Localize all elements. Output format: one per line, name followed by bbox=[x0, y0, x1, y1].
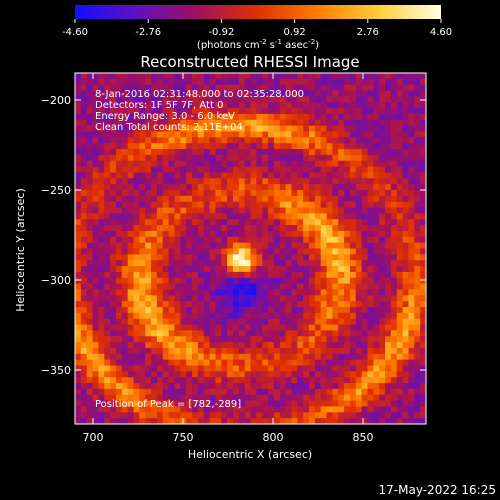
x-tick-label: 800 bbox=[263, 431, 284, 444]
x-tick-label: 700 bbox=[83, 431, 104, 444]
annotation-time: 8-Jan-2016 02:31:48.000 to 02:35:28.000 bbox=[95, 89, 304, 100]
x-axis-label: Heliocentric X (arcsec) bbox=[188, 448, 312, 461]
colorbar-tick-label: 0.92 bbox=[283, 27, 305, 38]
colorbar-tick-label: 2.76 bbox=[357, 27, 379, 38]
colorbar bbox=[75, 5, 441, 19]
footer-date: 17-May-2022 16:25 bbox=[379, 483, 496, 497]
colorbar-unit-label: (photons cm-2 s-1 asec-2) bbox=[197, 38, 319, 51]
x-tick-label: 750 bbox=[173, 431, 194, 444]
annotation-energy: Energy Range: 3.0 - 6.0 keV bbox=[95, 111, 235, 122]
plot-frame bbox=[74, 72, 427, 425]
annotation-peak: Position of Peak = [782,-289] bbox=[95, 399, 241, 410]
annotation-clean: Clean Total counts: 2.11E+04 bbox=[95, 122, 243, 133]
x-tick-label: 850 bbox=[353, 431, 374, 444]
y-axis: −200 −250 −300 −350 bbox=[41, 94, 426, 377]
y-tick-label: −250 bbox=[41, 184, 71, 197]
x-axis: 700 750 800 850 bbox=[83, 73, 374, 444]
chart-title: Reconstructed RHESSI Image bbox=[140, 53, 359, 71]
colorbar-ticks: -4.60 -2.76 -0.92 0.92 2.76 4.60 bbox=[62, 19, 452, 38]
y-tick-label: −200 bbox=[41, 94, 71, 107]
heatmap-image bbox=[75, 73, 426, 424]
y-tick-label: −300 bbox=[41, 274, 71, 287]
colorbar-tick-label: -4.60 bbox=[62, 27, 88, 38]
annotation-detectors: Detectors: 1F 5F 7F, Att 0 bbox=[95, 100, 223, 111]
colorbar-tick-label: -0.92 bbox=[208, 27, 234, 38]
y-tick-label: −350 bbox=[41, 364, 71, 377]
colorbar-tick-label: 4.60 bbox=[430, 27, 452, 38]
y-axis-label: Heliocentric Y (arcsec) bbox=[14, 188, 27, 312]
colorbar-tick-label: -2.76 bbox=[135, 27, 161, 38]
